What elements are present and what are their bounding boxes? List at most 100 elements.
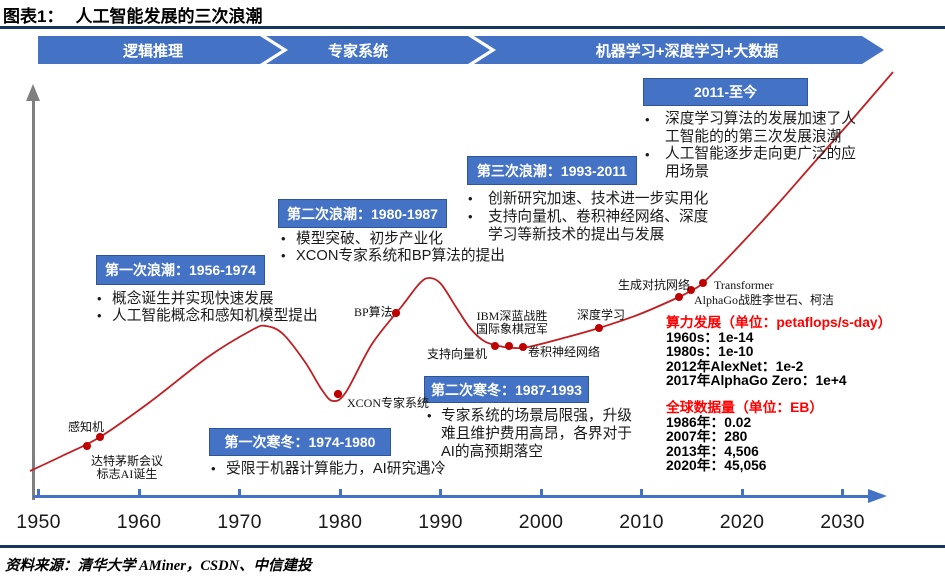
dot-xcon bbox=[333, 389, 343, 399]
x-axis-year-label: 1990 bbox=[418, 511, 463, 533]
bullet-text: 模型突破、初步产业化 bbox=[296, 231, 443, 247]
y-axis-arrow-icon bbox=[26, 84, 40, 101]
stats-compute: 算力发展（单位：petaflops/s-day） 1960s：1e-14 198… bbox=[666, 315, 896, 389]
figure-title: 图表1： 人工智能发展的三次浪潮 bbox=[3, 2, 262, 27]
figure-label: 图表1： bbox=[3, 7, 64, 26]
x-axis-year-label: 1970 bbox=[217, 511, 262, 533]
x-axis-year-label: 1960 bbox=[116, 511, 162, 533]
bullet-icon: • bbox=[468, 191, 473, 206]
header-rule bbox=[0, 26, 945, 29]
bullet-icon: • bbox=[281, 231, 286, 246]
box-winter2: 第二次寒冬：1987-1993 bbox=[424, 376, 589, 403]
bullet-icon: • bbox=[427, 408, 432, 423]
bullet-row: • XCON专家系统和BP算法的提出 bbox=[281, 248, 505, 265]
banner-stage-label: 逻辑推理 bbox=[122, 42, 183, 60]
stats-compute-line: 2017年AlphaGo Zero：1e+4 bbox=[666, 373, 847, 389]
dot-perceptron bbox=[96, 433, 104, 441]
label-dartmouth: 达特茅斯会议 标志AI诞生 bbox=[79, 455, 175, 480]
stats-data-volume-line: 2020年：45,056 bbox=[666, 458, 767, 474]
x-axis-tick bbox=[640, 489, 643, 495]
bullet-row: • 深度学习算法的发展加速了人工智能的的第三次发展浪潮 bbox=[645, 111, 861, 146]
box-wave3: 第三次浪潮：1993-2011 bbox=[467, 156, 637, 185]
bullet-icon: • bbox=[97, 307, 102, 323]
label-deeplearning: 深度学习 bbox=[577, 308, 626, 322]
bullet-row: • 创新研究加速、技术进一步实用化 bbox=[468, 190, 714, 208]
bullets-wave2: • 模型突破、初步产业化 • XCON专家系统和BP算法的提出 bbox=[281, 231, 505, 264]
x-axis-year-label: 2000 bbox=[518, 511, 564, 533]
x-axis-tick bbox=[338, 489, 342, 495]
figure-title-text: 人工智能发展的三次浪潮 bbox=[75, 7, 263, 26]
wave-curve bbox=[29, 71, 894, 472]
label-bp: BP算法 bbox=[354, 305, 393, 319]
y-axis-line bbox=[32, 100, 35, 500]
bullet-icon: • bbox=[645, 147, 650, 162]
dot-cnn bbox=[519, 343, 527, 351]
box-wave4: 2011-至今 bbox=[643, 78, 808, 106]
dot-deeplearning bbox=[595, 324, 603, 332]
bullet-text: 深度学习算法的发展加速了人工智能的的第三次发展浪潮 bbox=[665, 111, 856, 145]
dot-dartmouth bbox=[83, 442, 91, 450]
x-axis-year-label: 1950 bbox=[16, 511, 61, 533]
label-perceptron: 感知机 bbox=[68, 420, 105, 434]
label-dartmouth-line2: 标志AI诞生 bbox=[96, 466, 158, 481]
bullets-winter1: • 受限于机器计算能力，AI研究遇冷 bbox=[211, 461, 446, 478]
dot-alphago bbox=[687, 286, 695, 294]
x-axis-year-label: 2010 bbox=[619, 511, 664, 533]
bullet-icon: • bbox=[211, 461, 216, 476]
banner-stage-label: 机器学习+深度学习+大数据 bbox=[595, 42, 779, 60]
stats-data-volume-line: 2007年：280 bbox=[666, 429, 748, 445]
stats-data-volume-line: 1986年：0.02 bbox=[666, 414, 752, 430]
stats-compute-title: 算力发展（单位：petaflops/s-day） bbox=[666, 315, 892, 330]
x-axis-tick bbox=[439, 489, 442, 495]
label-cnn: 卷积神经网络 bbox=[528, 345, 601, 359]
bullet-text: 受限于机器计算能力，AI研究遇冷 bbox=[226, 461, 446, 477]
bullet-row: • 支持向量机、卷积神经网络、深度学习等新技术的提出与发展 bbox=[468, 208, 714, 244]
dot-gan bbox=[675, 293, 683, 301]
bullet-text: 支持向量机、卷积神经网络、深度学习等新技术的提出与发展 bbox=[488, 209, 709, 243]
stats-compute-line: 2012年AlexNet：1e-2 bbox=[666, 358, 804, 374]
dot-bp bbox=[391, 308, 401, 318]
stats-compute-line: 1980s：1e-10 bbox=[666, 344, 754, 360]
bullet-text: 人工智能概念和感知机模型提出 bbox=[112, 307, 318, 324]
x-axis-tick bbox=[137, 489, 141, 495]
bullet-row: • 模型突破、初步产业化 bbox=[281, 231, 505, 248]
x-axis-tick bbox=[740, 489, 744, 495]
label-xcon: XCON专家系统 bbox=[347, 396, 430, 410]
bullet-text: 人工智能逐步走向更广泛的应用场景 bbox=[665, 146, 856, 180]
x-axis-year-label: 1980 bbox=[317, 511, 363, 533]
stats-compute-line: 1960s：1e-14 bbox=[666, 329, 754, 345]
bullet-icon: • bbox=[281, 247, 286, 263]
x-axis-tick bbox=[841, 489, 844, 495]
label-deepblue: IBM深蓝战胜 国际象棋冠军 bbox=[462, 310, 562, 335]
bullets-winter2: • 专家系统的场景局限强，升级难且维护费用高昂，各界对于AI的高预期落空 bbox=[427, 407, 637, 461]
bullet-row: • 受限于机器计算能力，AI研究遇冷 bbox=[211, 461, 446, 478]
x-axis-tick bbox=[37, 489, 40, 495]
x-axis-arrow-icon bbox=[868, 489, 887, 503]
bullet-row: • 专家系统的场景局限强，升级难且维护费用高昂，各界对于AI的高预期落空 bbox=[427, 407, 637, 461]
label-deepblue-line1: IBM深蓝战胜 bbox=[476, 309, 548, 323]
bullet-text: XCON专家系统和BP算法的提出 bbox=[296, 247, 505, 264]
banner-stage-expert-systems: 专家系统 bbox=[266, 36, 490, 64]
box-wave1: 第一次浪潮：1956-1974 bbox=[96, 255, 265, 285]
banner-stage-label: 专家系统 bbox=[327, 42, 388, 60]
milestone-dots bbox=[83, 279, 707, 450]
bullet-row: • 人工智能概念和感知机模型提出 bbox=[97, 308, 318, 325]
box-wave2: 第二次浪潮：1980-1987 bbox=[278, 199, 447, 228]
bullet-icon: • bbox=[468, 209, 473, 224]
label-alphago: AlphaGo战胜李世石、柯洁 bbox=[694, 293, 834, 307]
bullet-icon: • bbox=[645, 112, 650, 127]
x-axis-tick bbox=[539, 489, 543, 495]
bullets-wave4: • 深度学习算法的发展加速了人工智能的的第三次发展浪潮 • 人工智能逐步走向更广泛的… bbox=[645, 111, 861, 181]
x-axis-tick bbox=[238, 489, 241, 495]
source-note: 资料来源：清华大学 AMiner，CSDN、中信建投 bbox=[5, 558, 312, 574]
bullets-wave3: • 创新研究加速、技术进一步实用化 • 支持向量机、卷积神经网络、深度学习等新技术的… bbox=[468, 190, 714, 244]
bullet-text: 创新研究加速、技术进一步实用化 bbox=[488, 191, 709, 207]
x-axis-year-label: 2020 bbox=[719, 511, 765, 533]
dot-transformer bbox=[699, 279, 707, 287]
dot-svm bbox=[491, 342, 499, 350]
bullets-wave1: • 概念诞生并实现快速发展 • 人工智能概念和感知机模型提出 bbox=[97, 291, 318, 324]
stats-data-volume-title: 全球数据量（单位：EB） bbox=[666, 400, 824, 415]
label-dartmouth-line1: 达特茅斯会议 bbox=[90, 454, 163, 468]
